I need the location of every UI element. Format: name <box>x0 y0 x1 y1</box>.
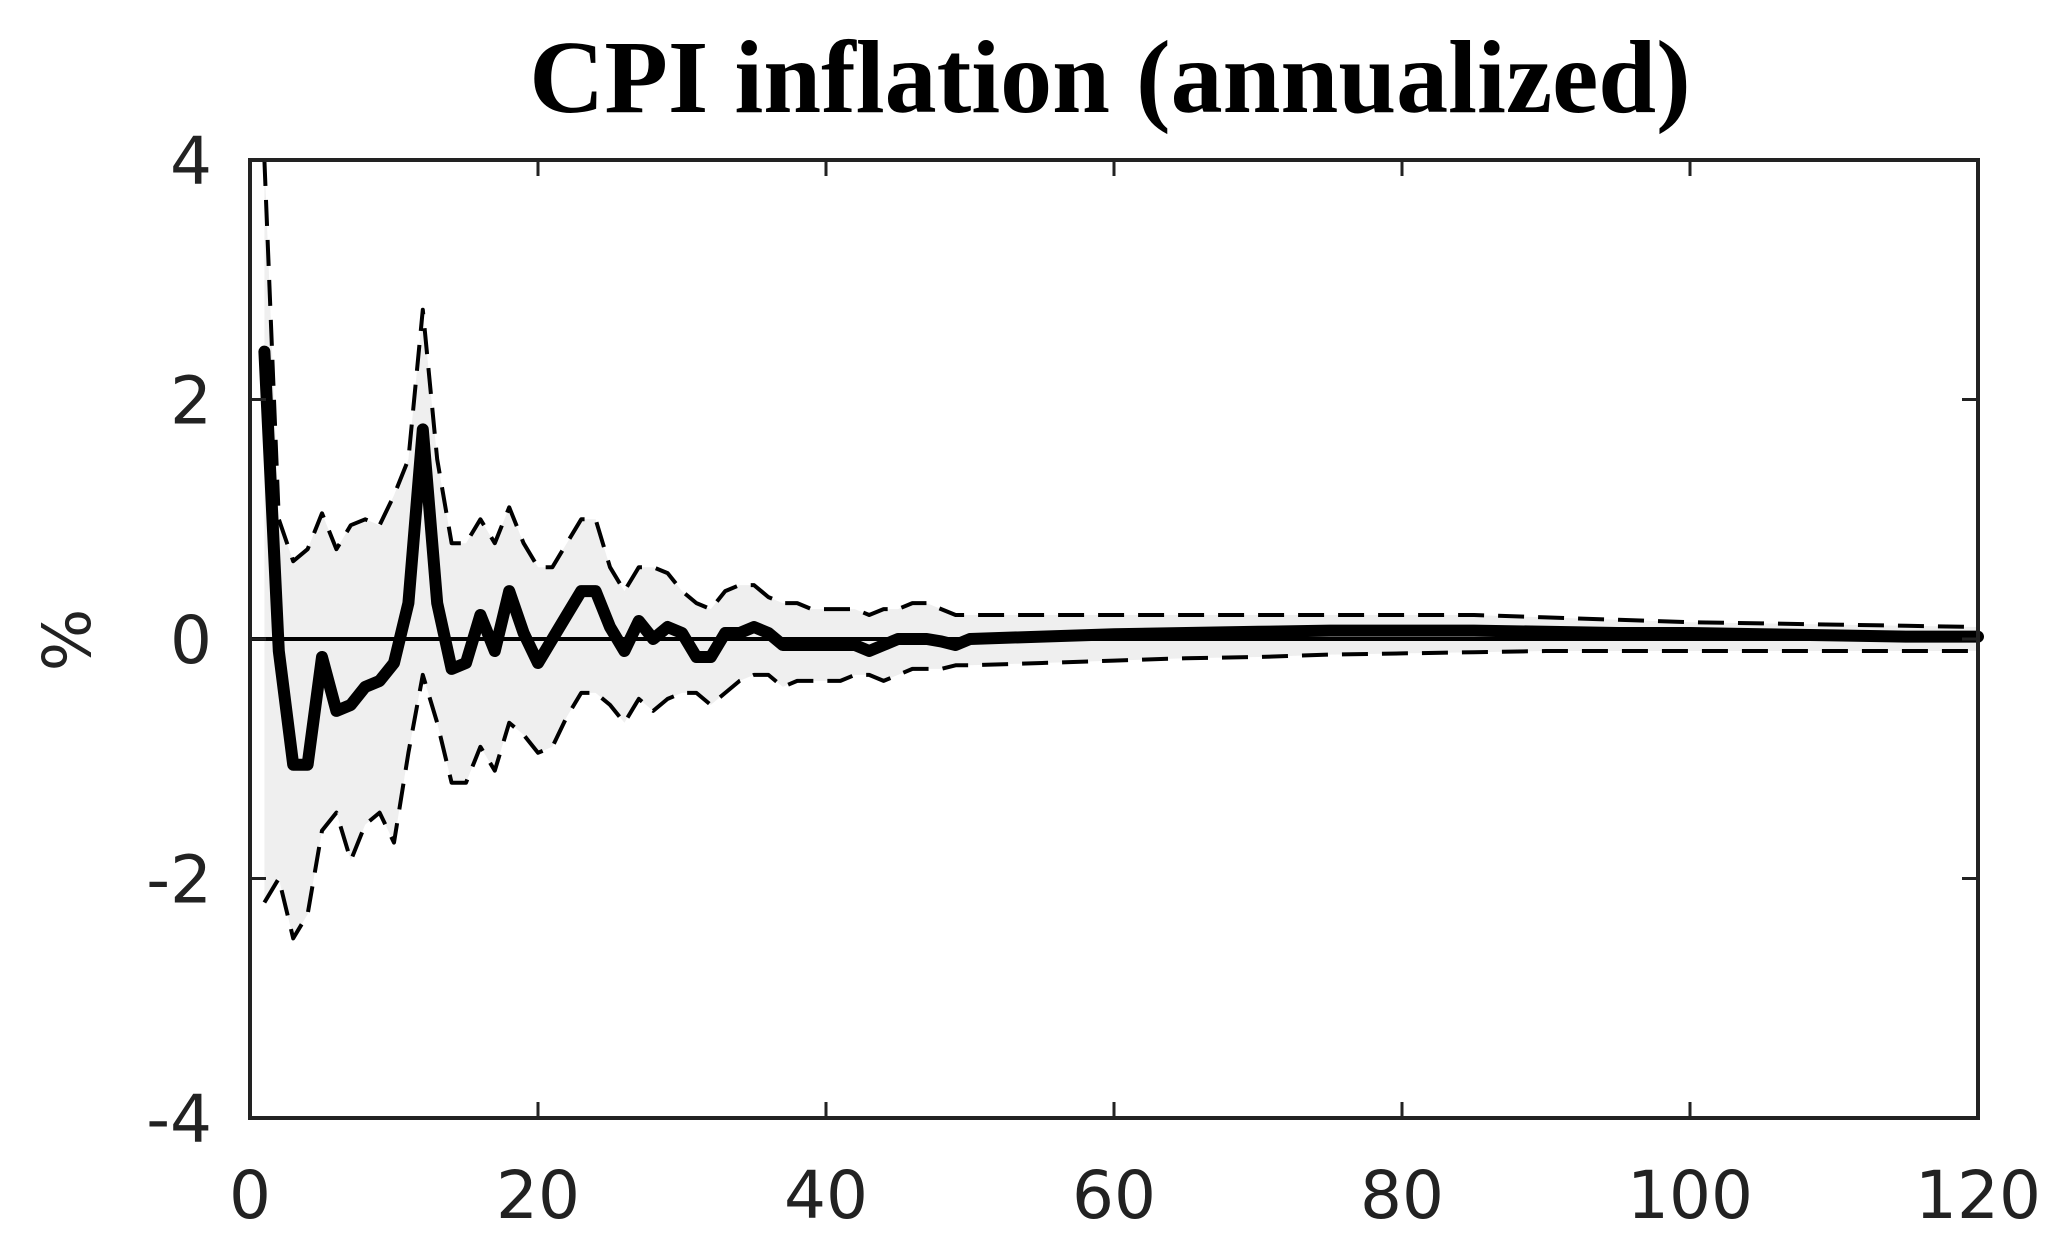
confidence-band <box>264 160 1978 939</box>
plot-area: 0 20 40 60 80 100 120 -4 -2 0 2 4 <box>146 123 2041 1234</box>
y-axis-label: % <box>29 609 106 672</box>
y-tick-label: 4 <box>170 123 212 200</box>
y-tick-label: 0 <box>170 602 212 679</box>
upper-band-line <box>262 159 1979 629</box>
x-tick-label: 100 <box>1627 1157 1753 1234</box>
median-line <box>258 345 1984 771</box>
lower-band-line <box>262 649 1978 941</box>
x-tick-label: 60 <box>1072 1157 1156 1234</box>
y-tick-label: -2 <box>146 842 212 919</box>
y-tick-label: -4 <box>146 1081 212 1158</box>
chart-title: CPI inflation (annualized) <box>529 20 1690 135</box>
x-tick-label: 20 <box>496 1157 580 1234</box>
x-tick-label: 0 <box>229 1157 271 1234</box>
x-tick-label: 80 <box>1360 1157 1444 1234</box>
y-tick-label: 2 <box>170 363 212 440</box>
x-tick-label: 120 <box>1915 1157 2041 1234</box>
x-tick-label: 40 <box>784 1157 868 1234</box>
